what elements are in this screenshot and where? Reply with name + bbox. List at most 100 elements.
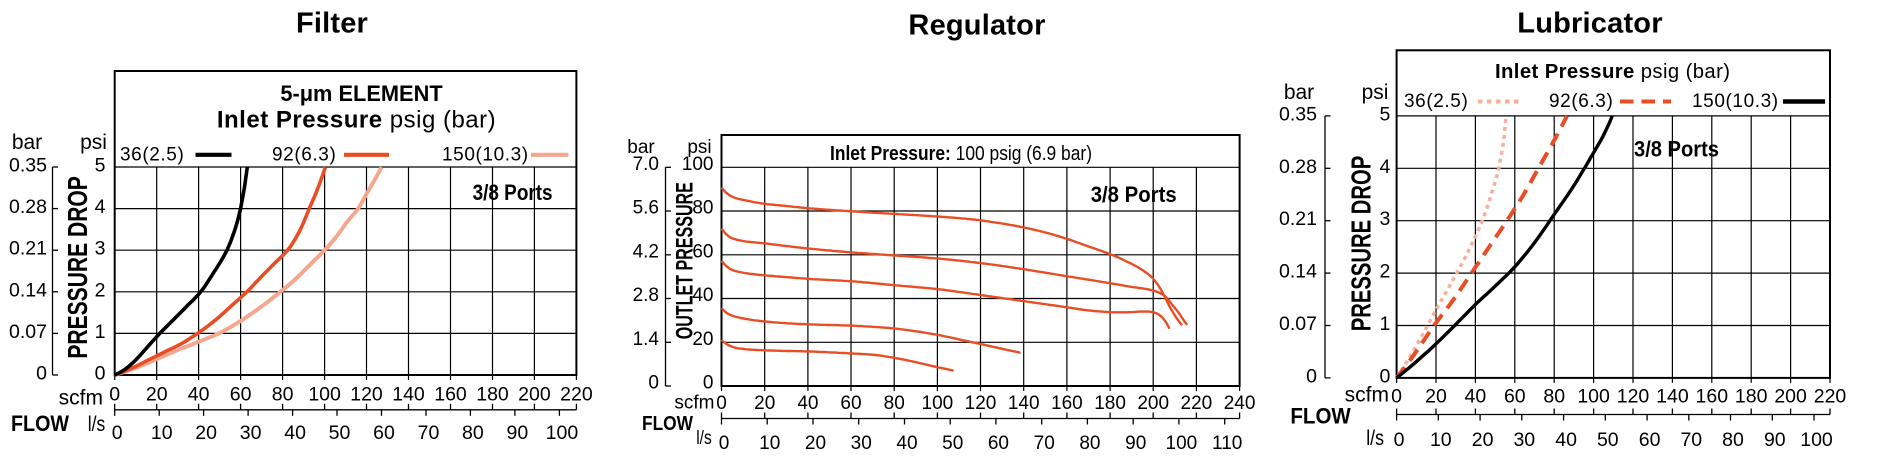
svg-text:92(6.3): 92(6.3) [1549, 91, 1613, 112]
svg-text:20: 20 [1472, 429, 1494, 451]
svg-text:220: 220 [1814, 385, 1847, 407]
svg-text:0: 0 [1306, 365, 1317, 387]
svg-text:3/8 Ports: 3/8 Ports [473, 180, 553, 205]
svg-text:0.35: 0.35 [1279, 103, 1317, 125]
svg-text:30: 30 [1513, 429, 1535, 451]
svg-text:160: 160 [1051, 393, 1083, 414]
svg-text:180: 180 [1094, 393, 1126, 414]
svg-text:psi: psi [1362, 81, 1389, 104]
svg-text:0.21: 0.21 [9, 238, 47, 260]
svg-text:100: 100 [682, 154, 714, 175]
svg-text:110: 110 [1212, 433, 1242, 454]
svg-text:60: 60 [1639, 429, 1661, 451]
svg-text:40: 40 [1555, 429, 1577, 451]
svg-text:0: 0 [719, 433, 730, 454]
svg-text:0.21: 0.21 [1279, 208, 1317, 230]
svg-text:4.2: 4.2 [633, 241, 659, 262]
svg-text:3/8 Ports: 3/8 Ports [1634, 137, 1719, 162]
svg-text:7.0: 7.0 [633, 154, 659, 175]
svg-text:70: 70 [418, 422, 440, 444]
svg-text:bar: bar [1284, 81, 1314, 104]
svg-text:80: 80 [692, 198, 713, 219]
svg-text:20: 20 [754, 393, 775, 414]
svg-text:70: 70 [1034, 433, 1055, 454]
svg-text:3: 3 [95, 238, 106, 260]
svg-text:80: 80 [1722, 429, 1744, 451]
svg-text:100: 100 [1577, 385, 1610, 407]
svg-text:140: 140 [392, 383, 425, 405]
svg-text:140: 140 [1656, 385, 1689, 407]
svg-text:80: 80 [884, 393, 905, 414]
svg-text:80: 80 [1543, 385, 1565, 407]
svg-text:60: 60 [373, 422, 395, 444]
svg-text:0: 0 [1391, 385, 1402, 407]
svg-text:scfm: scfm [59, 386, 103, 409]
svg-text:40: 40 [797, 393, 818, 414]
svg-text:psi: psi [80, 131, 107, 154]
svg-text:0: 0 [1394, 429, 1405, 451]
svg-text:60: 60 [840, 393, 861, 414]
svg-text:1: 1 [1380, 313, 1391, 335]
svg-text:20: 20 [805, 433, 826, 454]
svg-text:100: 100 [1166, 433, 1198, 454]
svg-text:30: 30 [240, 422, 262, 444]
svg-text:0.35: 0.35 [9, 155, 47, 177]
svg-text:0.14: 0.14 [1279, 261, 1317, 283]
svg-text:120: 120 [1617, 385, 1650, 407]
svg-text:l/s: l/s [1366, 427, 1384, 450]
svg-text:5-μm ELEMENT: 5-μm ELEMENT [280, 81, 443, 106]
svg-text:220: 220 [560, 383, 593, 405]
svg-text:80: 80 [462, 422, 484, 444]
svg-text:80: 80 [272, 383, 294, 405]
svg-text:1.4: 1.4 [633, 329, 660, 350]
svg-text:2: 2 [1380, 261, 1391, 283]
svg-text:0: 0 [95, 363, 106, 385]
svg-text:Lubricator: Lubricator [1517, 8, 1662, 40]
svg-text:100: 100 [1800, 429, 1833, 451]
svg-text:200: 200 [1137, 393, 1169, 414]
svg-text:30: 30 [851, 433, 872, 454]
svg-text:80: 80 [1079, 433, 1100, 454]
svg-text:10: 10 [759, 433, 780, 454]
svg-text:0: 0 [112, 422, 123, 444]
svg-text:90: 90 [507, 422, 529, 444]
svg-text:PRESSURE DROP: PRESSURE DROP [1346, 156, 1377, 332]
svg-text:20: 20 [1425, 385, 1447, 407]
svg-text:4: 4 [95, 196, 106, 218]
svg-text:36(2.5): 36(2.5) [120, 145, 184, 166]
svg-text:OUTLET PRESSURE: OUTLET PRESSURE [671, 182, 698, 339]
svg-text:70: 70 [1680, 429, 1702, 451]
svg-text:0.28: 0.28 [9, 196, 47, 218]
svg-text:0.07: 0.07 [9, 321, 47, 343]
svg-text:90: 90 [1764, 429, 1786, 451]
svg-text:0: 0 [1380, 365, 1391, 387]
svg-text:150(10.3): 150(10.3) [442, 145, 529, 166]
svg-text:120: 120 [350, 383, 383, 405]
svg-text:bar: bar [12, 131, 42, 154]
svg-text:Inlet Pressure psig (bar): Inlet Pressure psig (bar) [217, 107, 496, 134]
svg-text:20: 20 [195, 422, 217, 444]
svg-text:90: 90 [1125, 433, 1146, 454]
svg-text:5: 5 [95, 155, 106, 177]
svg-text:140: 140 [1008, 393, 1040, 414]
svg-text:40: 40 [692, 285, 713, 306]
svg-text:0: 0 [109, 383, 120, 405]
svg-text:1: 1 [95, 321, 106, 343]
svg-text:0.28: 0.28 [1279, 156, 1317, 178]
svg-text:scfm: scfm [1345, 384, 1389, 407]
svg-text:92(6.3): 92(6.3) [272, 145, 336, 166]
svg-text:100: 100 [308, 383, 341, 405]
svg-text:60: 60 [988, 433, 1009, 454]
svg-text:0.07: 0.07 [1279, 313, 1317, 335]
svg-text:Filter: Filter [296, 8, 368, 40]
svg-text:240: 240 [1224, 393, 1256, 414]
svg-text:0: 0 [648, 373, 659, 394]
svg-text:40: 40 [1465, 385, 1487, 407]
svg-text:0: 0 [703, 373, 714, 394]
svg-text:FLOW: FLOW [642, 413, 694, 435]
svg-text:2: 2 [95, 279, 106, 301]
svg-text:60: 60 [1504, 385, 1526, 407]
svg-text:160: 160 [1696, 385, 1729, 407]
svg-text:50: 50 [1597, 429, 1619, 451]
svg-text:l/s: l/s [696, 428, 712, 449]
